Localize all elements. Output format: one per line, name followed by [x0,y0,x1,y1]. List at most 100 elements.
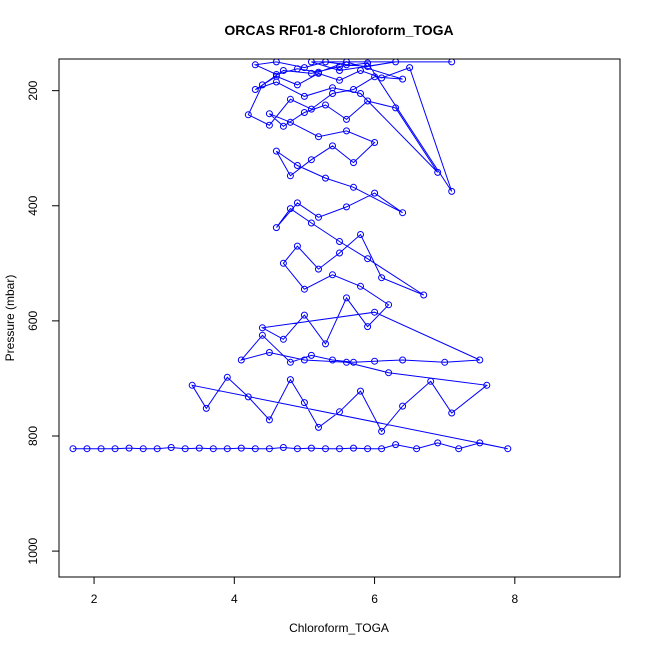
data-point [307,444,315,452]
data-point [83,445,91,453]
data-point [272,224,280,232]
data-point [307,351,315,359]
y-tick-label: 200 [26,80,40,100]
data-point [307,59,315,66]
data-point [357,67,364,74]
data-point [244,111,252,119]
data-point [315,68,322,76]
data-point [286,172,294,180]
data-point [139,445,147,453]
data-point [202,404,210,412]
data-point [343,61,350,69]
data-point [476,356,484,364]
data-point [455,445,463,453]
data-point [378,445,386,453]
data-point [371,308,379,316]
data-point [258,331,266,339]
data-point [286,205,294,213]
data-point [286,95,294,103]
data-point [371,139,379,146]
data-point [343,59,350,66]
data-point [336,408,343,416]
data-point [279,259,287,267]
data-point [251,445,259,453]
y-tick-label: 1000 [26,537,40,564]
data-point [167,444,175,451]
data-point [293,445,301,453]
data-point [293,162,301,169]
data-point [300,285,308,293]
data-point [111,445,119,453]
data-point [448,187,456,195]
data-point [343,203,350,211]
data-point [336,76,343,84]
data-point [293,65,301,73]
data-point [343,294,350,302]
data-point [279,67,287,74]
data-point [343,127,350,135]
data-point [293,199,301,207]
data-point [427,377,435,385]
data-point [364,323,372,331]
data-point [413,445,421,453]
y-tick-label: 600 [26,311,40,331]
data-point [378,427,386,435]
data-point [385,301,393,309]
y-axis: 200 400 600 800 1000 [26,80,60,564]
data-point [315,213,322,221]
data-point [399,356,407,364]
data-point [385,369,393,377]
x-tick-label: 6 [371,592,378,606]
data-point [336,67,343,74]
plot-frame [58,58,621,578]
data-point [350,444,357,452]
data-point [293,81,301,89]
data-point [293,242,301,250]
data-point [343,115,350,123]
data-point [322,101,329,109]
data-point [343,358,350,366]
data-point [434,168,442,176]
data-point [364,255,372,263]
data-point [279,335,287,343]
data-point [69,445,77,453]
data-point [300,356,308,364]
data-point [153,445,161,453]
data-point [322,174,329,182]
data-point [322,340,329,348]
data-point [350,86,357,93]
data-point [441,358,449,366]
data-point [315,423,322,431]
data-point [336,249,343,257]
data-point [209,445,217,453]
data-point [448,409,456,417]
data-point [181,445,189,453]
data-point [315,265,322,273]
data-point [448,59,456,66]
y-tick-label: 400 [26,195,40,215]
data-point [329,142,336,150]
data-point [272,147,280,155]
data-point [272,71,280,78]
data-point [399,209,407,217]
data-point [237,356,245,364]
data-point [279,122,287,130]
data-point [188,381,196,389]
data-point [399,75,407,83]
x-tick-label: 2 [91,592,98,606]
data-point [329,271,336,279]
data-point [195,444,203,452]
data-point [307,156,315,164]
data-point [300,109,308,116]
x-tick-label: 8 [511,592,518,606]
data-point [329,90,336,97]
data-point [223,373,231,381]
data-point [336,63,343,70]
data-point [322,445,329,453]
data-point [265,416,273,424]
data-point [483,381,491,389]
data-point [504,445,512,453]
chart-title: ORCAS RF01-8 Chloroform_TOGA [224,22,453,38]
x-axis-label: Chloroform_TOGA [289,621,389,635]
